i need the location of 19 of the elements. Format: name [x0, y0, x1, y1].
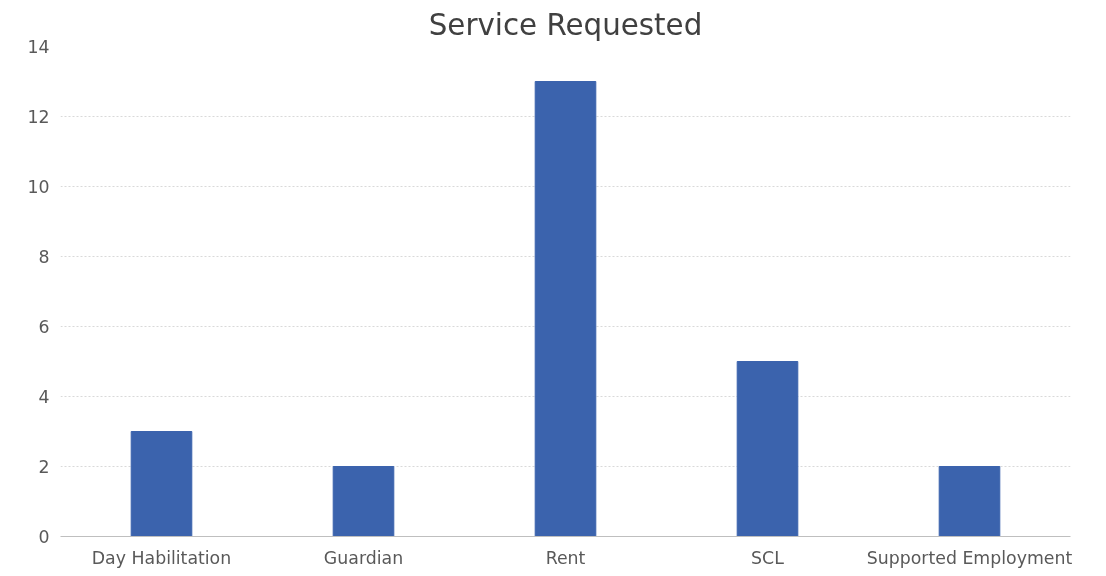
y-tick-label: 4: [38, 387, 50, 407]
x-tick-label: Supported Employment: [866, 547, 1073, 568]
x-tick-label: Day Habilitation: [91, 547, 232, 568]
chart-title: Service Requested: [428, 7, 703, 42]
y-tick-label: 2: [38, 457, 50, 477]
y-tick-label: 10: [27, 177, 50, 197]
x-tick-label: Rent: [545, 547, 586, 568]
bar: [938, 466, 1001, 537]
y-tick-label: 6: [38, 317, 50, 337]
y-tick-label: 14: [27, 37, 50, 57]
bar: [130, 431, 193, 537]
x-tick-label: Guardian: [323, 547, 404, 568]
y-tick-label: 0: [38, 527, 50, 547]
y-tick-label: 8: [38, 247, 50, 267]
y-tick-label: 12: [27, 107, 50, 127]
bar: [534, 81, 597, 537]
x-tick-label: SCL: [751, 547, 785, 568]
bar: [736, 361, 799, 537]
bar: [332, 466, 395, 537]
